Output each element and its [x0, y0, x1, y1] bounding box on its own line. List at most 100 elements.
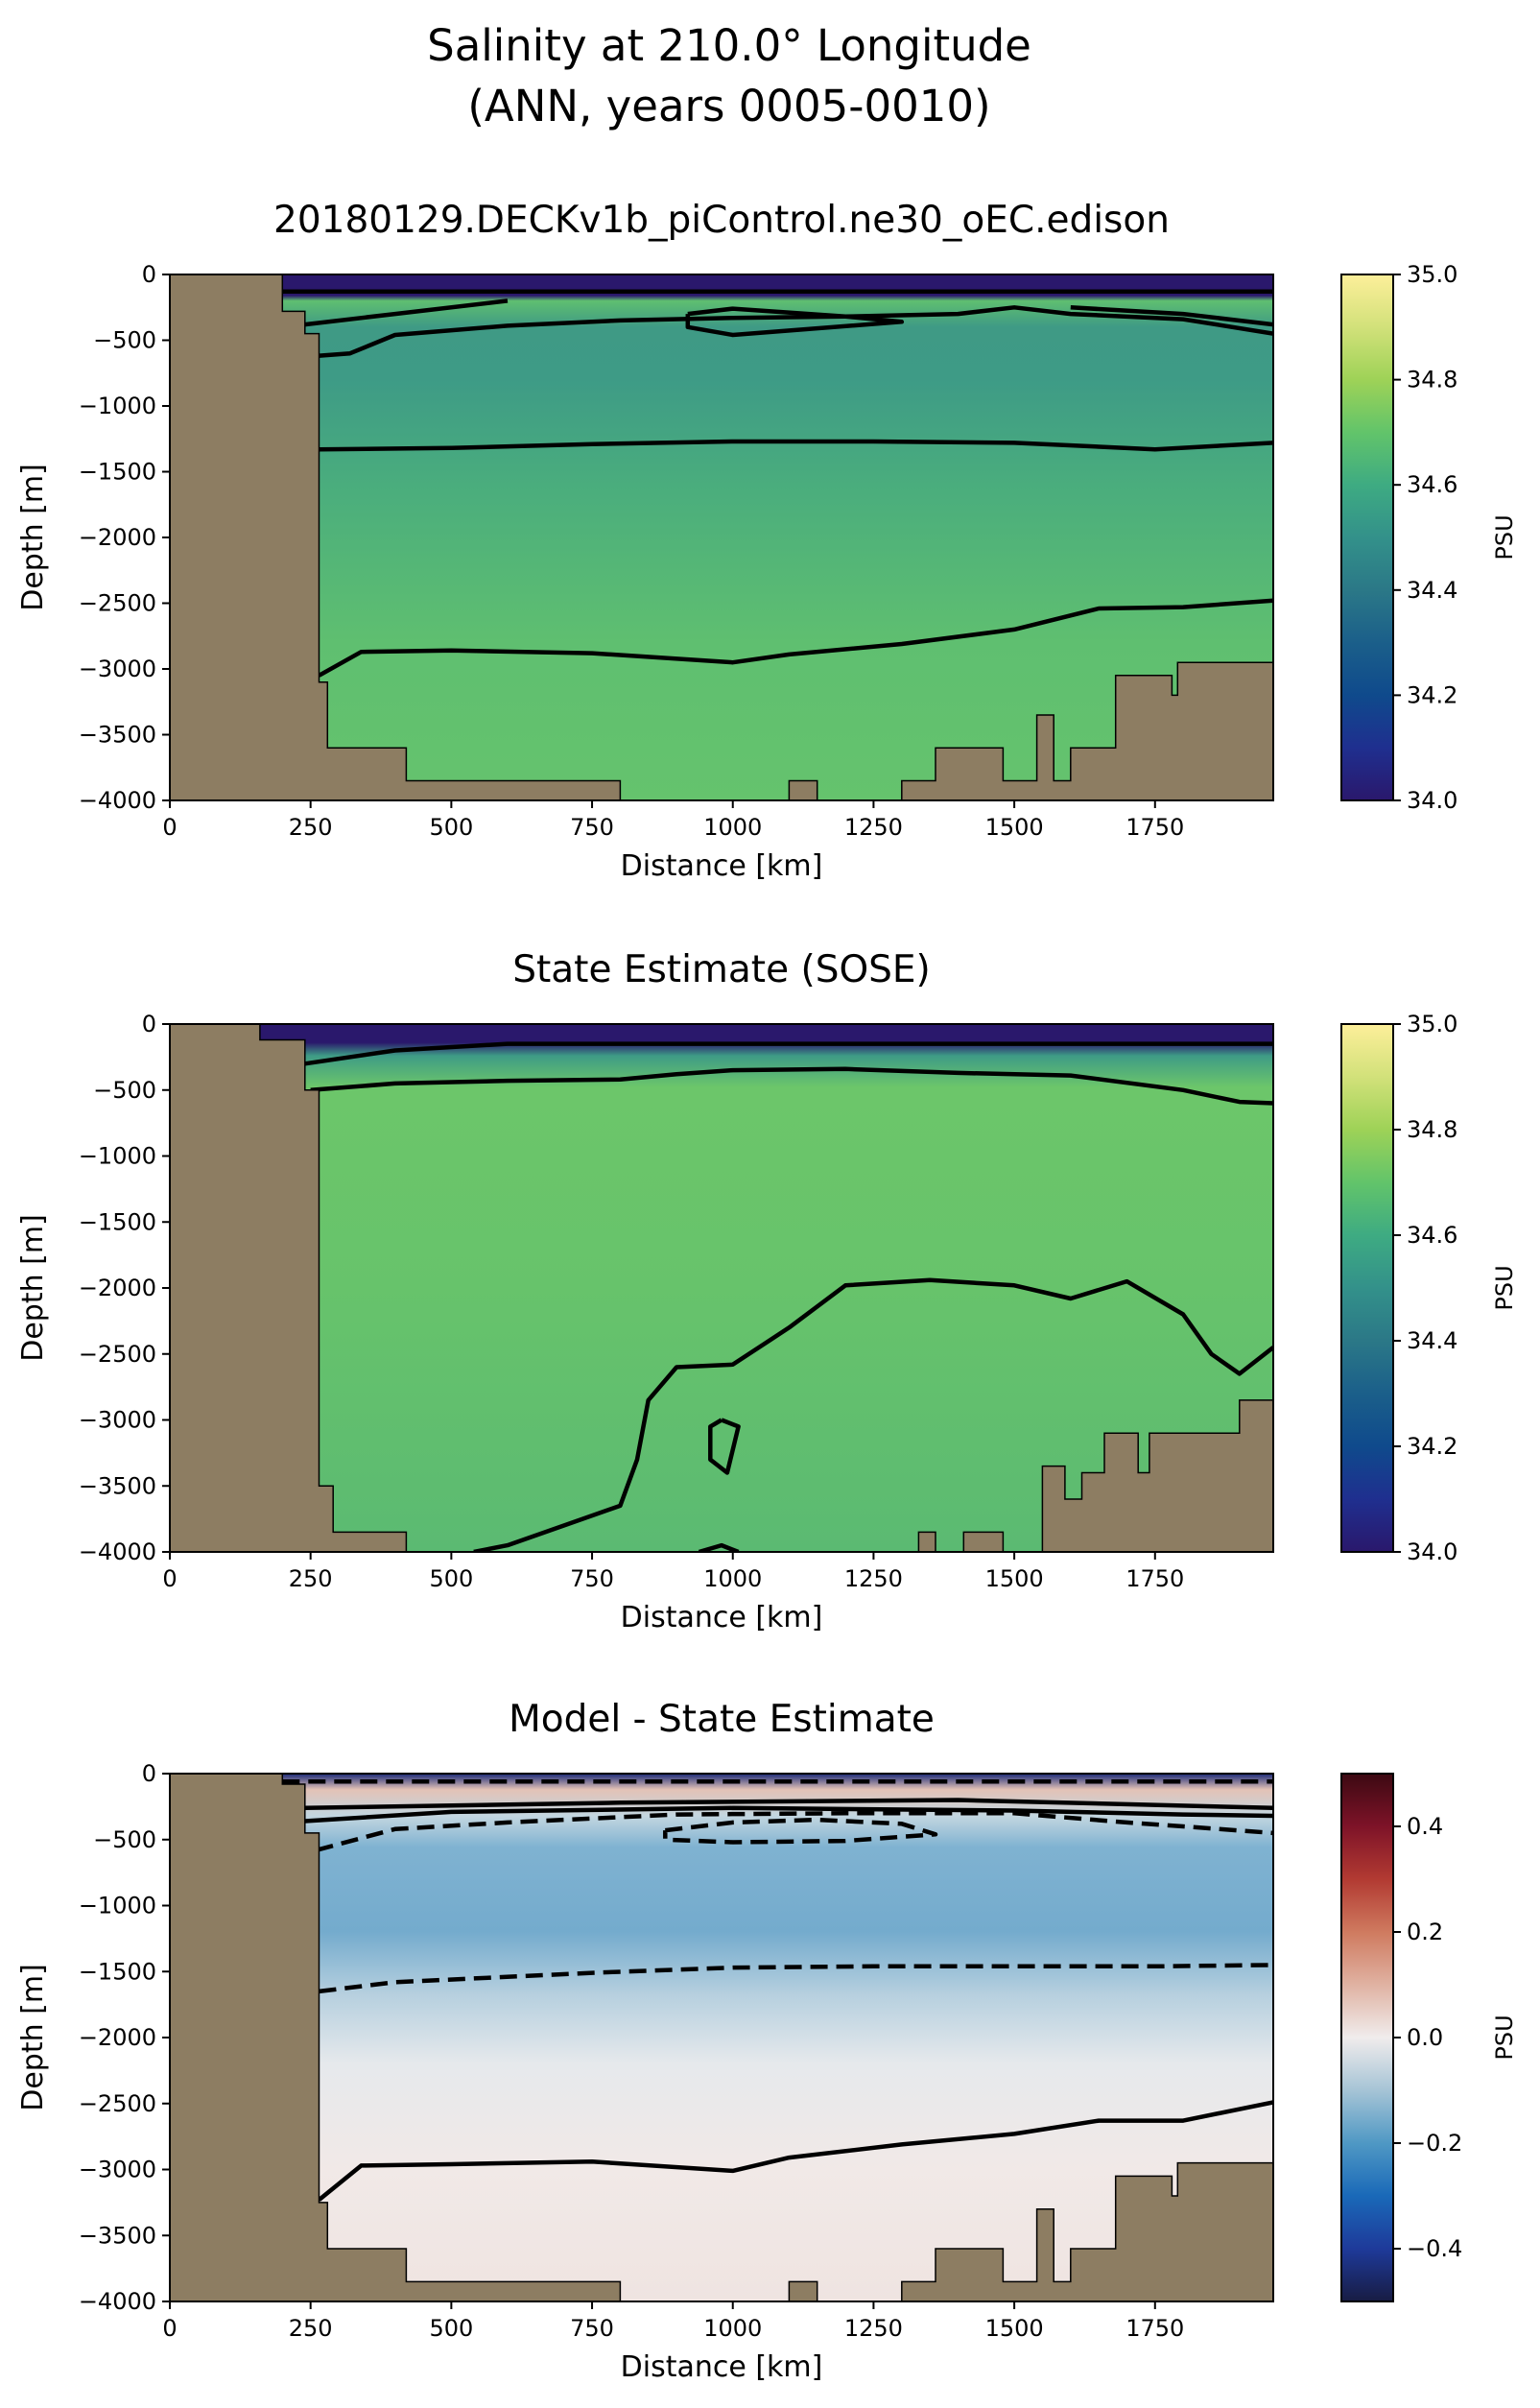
- contour-line: [318, 598, 1273, 678]
- y-tick-label: −1500: [79, 1208, 156, 1235]
- y-tick-label: −1000: [79, 393, 156, 419]
- colorbar-tick-label: 34.0: [1407, 787, 1457, 814]
- salinity-field: [170, 1774, 1273, 2301]
- colorbar-tick-label: 34.8: [1407, 1116, 1457, 1143]
- x-tick-label: 1250: [844, 1565, 903, 1592]
- y-tick-label: −1500: [79, 1958, 156, 1985]
- x-tick-label: 0: [162, 814, 177, 841]
- contour-line: [663, 1817, 938, 1845]
- colorbar-tick-label: 34.2: [1407, 1433, 1457, 1460]
- x-axis-label: Distance [km]: [621, 2350, 823, 2384]
- x-tick-label: 1750: [1125, 1565, 1184, 1592]
- colorbar-tick-label: 34.8: [1407, 367, 1457, 393]
- y-tick-label: −2500: [79, 1341, 156, 1368]
- contour-line: [473, 1277, 1273, 1552]
- bathymetry: [169, 1023, 1274, 1553]
- contour-line: [319, 439, 1273, 452]
- x-tick-label: 500: [429, 814, 473, 841]
- y-tick-label: −3000: [79, 656, 156, 682]
- colorbar: [1340, 1773, 1394, 2302]
- y-tick-label: −2000: [79, 2024, 156, 2051]
- x-axis-label: Distance [km]: [621, 1601, 823, 1634]
- contour-line: [316, 1811, 1273, 1852]
- y-axis-label: Depth [m]: [16, 1964, 50, 2111]
- panel-title: Model - State Estimate: [509, 1698, 935, 1741]
- contour-line: [708, 1418, 741, 1475]
- contour-line: [310, 1066, 1273, 1106]
- y-tick-label: −1000: [79, 1143, 156, 1170]
- x-tick-label: 750: [570, 1565, 614, 1592]
- colorbar-label: PSU: [1491, 1265, 1518, 1310]
- x-tick-label: 1000: [703, 2315, 762, 2342]
- colorbar-tick-label: 0.2: [1407, 1919, 1443, 1945]
- bathymetry: [169, 1773, 1274, 2302]
- x-tick-label: 250: [289, 814, 333, 841]
- colorbar-label: PSU: [1491, 514, 1518, 560]
- y-axis-label: Depth [m]: [16, 464, 50, 611]
- x-tick-label: 250: [289, 2315, 333, 2342]
- contour-line: [318, 2100, 1273, 2202]
- y-tick-label: −4000: [79, 2288, 156, 2315]
- colorbar-tick-label: 0.0: [1407, 2024, 1443, 2051]
- y-tick-label: −3500: [79, 2222, 156, 2249]
- x-tick-label: 1000: [703, 814, 762, 841]
- x-tick-label: 250: [289, 1565, 333, 1592]
- colorbar-tick-label: 34.4: [1407, 577, 1457, 604]
- x-tick-label: 1750: [1125, 2315, 1184, 2342]
- salinity-field: [170, 1024, 1273, 1552]
- x-tick-label: 1000: [703, 1565, 762, 1592]
- x-tick-label: 750: [570, 814, 614, 841]
- figure-title-line1: Salinity at 210.0° Longitude: [427, 20, 1031, 71]
- x-tick-label: 0: [162, 1565, 177, 1592]
- y-tick-label: 0: [142, 1760, 156, 1787]
- y-tick-label: −4000: [79, 787, 156, 814]
- x-tick-label: 1500: [985, 814, 1044, 841]
- x-tick-label: 1750: [1125, 814, 1184, 841]
- colorbar-tick-label: 35.0: [1407, 261, 1457, 288]
- y-tick-label: 0: [142, 1011, 156, 1037]
- colorbar-tick-label: 35.0: [1407, 1011, 1457, 1037]
- x-tick-label: 1250: [844, 2315, 903, 2342]
- colorbar-tick-label: 0.4: [1407, 1813, 1443, 1840]
- contour-line: [319, 1963, 1273, 1994]
- y-tick-label: −2500: [79, 590, 156, 617]
- y-tick-label: 0: [142, 261, 156, 288]
- y-tick-label: −500: [93, 1826, 156, 1853]
- y-tick-label: −3000: [79, 2157, 156, 2183]
- y-tick-label: −1000: [79, 1893, 156, 1919]
- contour-line: [1070, 305, 1273, 327]
- x-tick-label: 750: [570, 2315, 614, 2342]
- salinity-field: [170, 274, 1273, 800]
- y-axis-label: Depth [m]: [16, 1214, 50, 1362]
- y-tick-label: −3000: [79, 1407, 156, 1434]
- contour-line: [304, 1041, 1273, 1066]
- colorbar-tick-label: 34.6: [1407, 471, 1457, 498]
- x-tick-label: 1250: [844, 814, 903, 841]
- figure-title-line2: (ANN, years 0005-0010): [467, 81, 990, 131]
- colorbar-tick-label: −0.4: [1407, 2235, 1462, 2262]
- chart-panel-2: State Estimate (SOSE) 0 250 500 750 1000 1250 1…: [16, 948, 1518, 1634]
- colorbar: [1340, 274, 1394, 801]
- colorbar-tick-label: 34.0: [1407, 1538, 1457, 1565]
- contour-line: [685, 306, 905, 338]
- chart-panel-3: Model - State Estimate 0 250 500 750 1000 1250…: [16, 1698, 1518, 2384]
- x-tick-label: 0: [162, 2315, 177, 2342]
- contour-line: [304, 298, 509, 327]
- y-tick-label: −3500: [79, 1472, 156, 1499]
- chart-panel-1: 20180129.DECKv1b_piControl.ne30_oEC.edis…: [16, 199, 1518, 883]
- y-tick-label: −4000: [79, 1538, 156, 1565]
- panel-title: 20180129.DECKv1b_piControl.ne30_oEC.edis…: [273, 199, 1170, 242]
- x-tick-label: 500: [429, 1565, 473, 1592]
- y-tick-label: −500: [93, 1077, 156, 1104]
- x-axis-label: Distance [km]: [621, 849, 823, 883]
- colorbar: [1340, 1023, 1394, 1553]
- colorbar-label: PSU: [1491, 2015, 1518, 2060]
- colorbar-tick-label: 34.6: [1407, 1222, 1457, 1249]
- y-tick-label: −2000: [79, 524, 156, 551]
- bathymetry: [169, 274, 1274, 801]
- colorbar-tick-label: −0.2: [1407, 2130, 1462, 2157]
- y-tick-label: −2500: [79, 2090, 156, 2117]
- y-tick-label: −1500: [79, 459, 156, 486]
- colorbar-tick-label: 34.4: [1407, 1327, 1457, 1354]
